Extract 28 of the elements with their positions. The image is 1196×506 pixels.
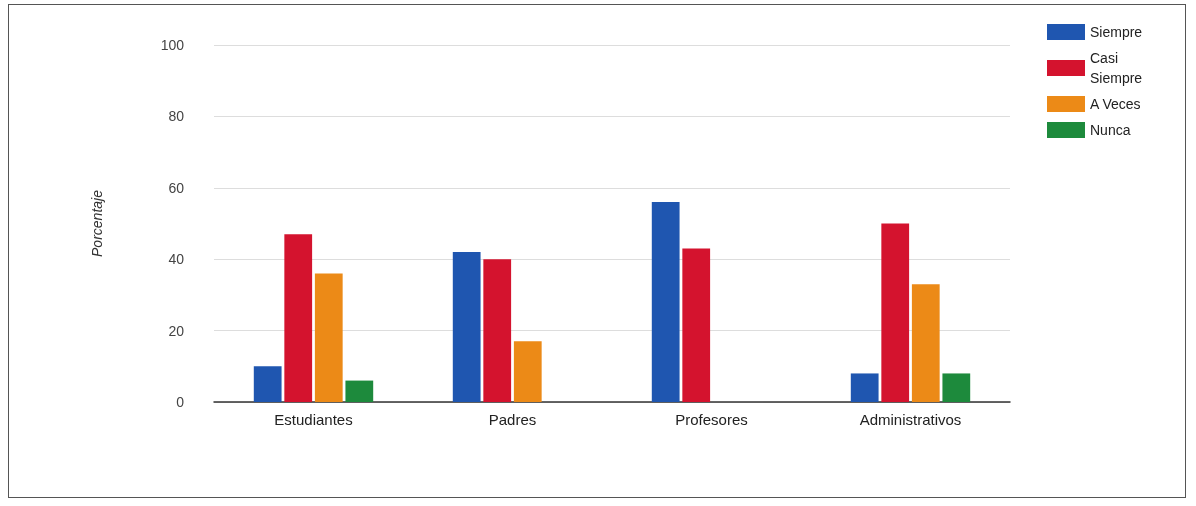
y-tick-label: 60 [168, 179, 185, 196]
bar [850, 373, 879, 402]
bar [253, 366, 282, 402]
x-tick-label: Estudiantes [274, 411, 353, 428]
bar [452, 252, 481, 402]
y-tick-label: 0 [176, 394, 185, 410]
legend-label: Siempre [1090, 24, 1143, 40]
bar [284, 234, 313, 402]
y-tick-label: 80 [168, 108, 185, 125]
x-tick-label: Administrativos [859, 411, 962, 428]
bar [942, 373, 971, 402]
x-tick-label: Profesores [675, 411, 748, 428]
bar [682, 248, 711, 402]
bar [513, 341, 542, 402]
legend-label: Casi Siempre [1090, 50, 1143, 86]
y-tick-label: 100 [160, 37, 185, 53]
bar [483, 259, 512, 402]
legend-label: Nunca [1090, 122, 1131, 138]
bar [911, 284, 940, 402]
y-tick-label: 20 [168, 322, 185, 339]
y-axis-title: Porcentaje [89, 189, 105, 257]
bar [651, 202, 680, 402]
legend-label: A Veces [1090, 96, 1141, 112]
x-tick-label: Padres [488, 411, 537, 428]
bar [881, 223, 910, 402]
bar [314, 273, 343, 402]
y-tick-label: 40 [168, 251, 185, 268]
bar [345, 380, 374, 402]
